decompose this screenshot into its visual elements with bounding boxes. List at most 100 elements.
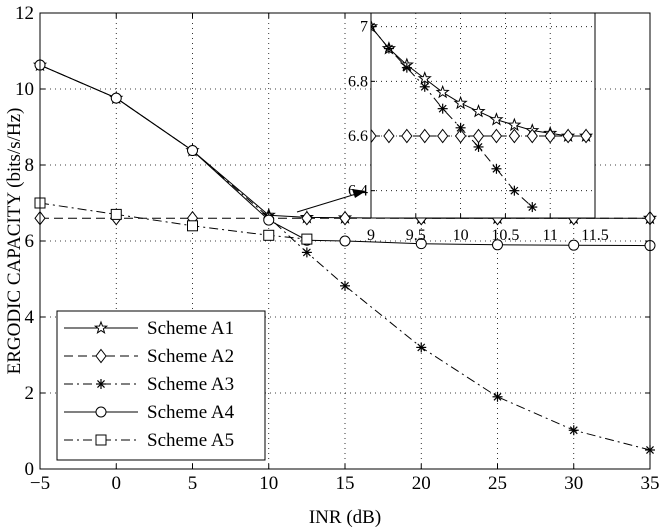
inset-data-point-scheme-a1 <box>507 117 522 132</box>
inset-x-tick-label: 11 <box>542 227 557 244</box>
y-axis-label: ERGODIC CAPACITY (bits/s/Hz) <box>4 108 25 375</box>
legend-label: Scheme A2 <box>147 346 234 367</box>
inset-background <box>371 13 595 218</box>
data-point-scheme-a4 <box>187 145 198 157</box>
data-point-scheme-a2 <box>301 210 313 226</box>
data-point-scheme-a3 <box>568 425 579 436</box>
inset-data-point-scheme-a3 <box>455 122 466 133</box>
x-tick-label: 25 <box>488 473 507 494</box>
legend-item-scheme-a3: Scheme A3 <box>64 374 234 395</box>
x-tick-label: 30 <box>564 473 583 494</box>
data-point-scheme-a2 <box>339 210 351 226</box>
legend-label: Scheme A5 <box>147 430 234 451</box>
inset-data-point-scheme-a2 <box>419 128 431 144</box>
x-axis-label: INR (dB) <box>309 507 381 527</box>
inset-data-point-scheme-a1 <box>417 71 432 85</box>
y-tick-label: 6 <box>25 231 35 252</box>
zoom-arrow <box>296 189 366 213</box>
data-point-scheme-a5 <box>187 220 198 232</box>
x-tick-label: 10 <box>259 473 278 494</box>
data-point-scheme-a4 <box>568 239 580 251</box>
series-line-scheme-a4 <box>39 64 651 247</box>
inset-y-tick-label: 7 <box>360 19 368 36</box>
inset-data-point-scheme-a3 <box>419 81 430 92</box>
inset-series-scheme-a3 <box>371 21 538 213</box>
inset-series-scheme-a2 <box>371 128 592 144</box>
inset-data-point-scheme-a1 <box>435 84 450 99</box>
inset-data-point-scheme-a2 <box>383 128 395 144</box>
series-scheme-a4 <box>34 59 656 252</box>
inset-data-point-scheme-a2 <box>490 128 503 144</box>
data-point-scheme-a3 <box>492 391 503 402</box>
inset-data-point-scheme-a2 <box>562 128 574 144</box>
inset-data-point-scheme-a3 <box>437 103 448 114</box>
data-point-scheme-a4 <box>492 239 503 251</box>
data-point-scheme-a5 <box>263 229 275 241</box>
data-point-scheme-a4 <box>415 238 427 250</box>
x-tick-label: 15 <box>336 473 355 494</box>
inset-data-point-scheme-a3 <box>473 141 484 152</box>
y-tick-label: 0 <box>25 459 35 480</box>
main-plot-frame <box>39 12 651 470</box>
data-point-scheme-a3 <box>340 280 350 291</box>
x-tick-label: 5 <box>188 473 198 494</box>
legend-marker-scheme-a5 <box>95 434 107 446</box>
legend-item-scheme-a4: Scheme A4 <box>64 402 235 423</box>
y-tick-label: 4 <box>25 307 35 328</box>
inset-data-point-scheme-a3 <box>371 21 376 32</box>
x-tick-label: −5 <box>30 473 50 494</box>
inset-data-point-scheme-a1 <box>489 112 504 126</box>
legend-item-scheme-a2: Scheme A2 <box>64 346 234 367</box>
data-point-scheme-a3 <box>301 247 312 258</box>
legend-label: Scheme A1 <box>147 318 234 339</box>
inset-x-tick-label: 11.5 <box>581 227 608 244</box>
inset-y-tick-label: 6.6 <box>348 128 368 145</box>
data-point-scheme-a5 <box>110 208 122 220</box>
inset-frame <box>370 12 596 219</box>
inset-data-point-scheme-a2 <box>526 128 538 144</box>
legend-label: Scheme A3 <box>147 374 234 395</box>
legend-item-scheme-a1: Scheme A1 <box>64 318 234 339</box>
x-tick-label: 20 <box>412 473 431 494</box>
series-line-scheme-a3 <box>39 64 651 451</box>
legend-marker-scheme-a2 <box>95 348 107 364</box>
legend: Scheme A1 Scheme A2 Scheme A3 Scheme A4 Sche… <box>56 310 266 461</box>
inset-data-point-scheme-a3 <box>491 163 502 174</box>
inset-data-point-scheme-a2 <box>544 128 556 144</box>
data-point-scheme-a4 <box>263 214 275 226</box>
inset-data-point-scheme-a2 <box>401 128 413 144</box>
inset-data-point-scheme-a2 <box>371 128 377 144</box>
x-tick-label: 0 <box>112 473 122 494</box>
inset-data-point-scheme-a1 <box>453 95 468 110</box>
inset-data-point-scheme-a3 <box>401 62 412 73</box>
legend-marker-scheme-a4 <box>95 406 107 418</box>
data-point-scheme-a3 <box>416 342 427 353</box>
legend-item-scheme-a5: Scheme A5 <box>64 430 234 451</box>
legend-box <box>56 310 266 461</box>
inset-data-point-scheme-a1 <box>471 103 486 118</box>
inset-x-tick-label: 10 <box>453 227 469 244</box>
legend-label: Scheme A4 <box>147 402 235 423</box>
inset-series <box>371 19 594 213</box>
inset-data-point-scheme-a2 <box>580 128 592 144</box>
inset-data-point-scheme-a2 <box>437 128 449 144</box>
data-point-scheme-a4 <box>110 92 122 104</box>
inset-series-line-scheme-a3 <box>371 26 533 208</box>
legend-marker-scheme-a3 <box>96 379 106 389</box>
x-tick-label: 35 <box>641 473 660 494</box>
inset-data-point-scheme-a3 <box>383 43 394 54</box>
y-tick-label: 12 <box>15 3 34 24</box>
inset-x-tick-label: 9.5 <box>406 227 426 244</box>
inset-y-tick-label: 6.8 <box>348 73 368 90</box>
data-point-scheme-a4 <box>339 235 351 247</box>
inset-data-point-scheme-a3 <box>527 202 538 213</box>
inset-x-tick-label: 10.5 <box>491 227 519 244</box>
inset-data-point-scheme-a2 <box>454 128 467 144</box>
legend-marker-scheme-a1 <box>93 320 109 335</box>
y-tick-label: 8 <box>25 155 35 176</box>
y-tick-label: 10 <box>15 79 34 100</box>
y-tick-label: 2 <box>25 383 35 404</box>
